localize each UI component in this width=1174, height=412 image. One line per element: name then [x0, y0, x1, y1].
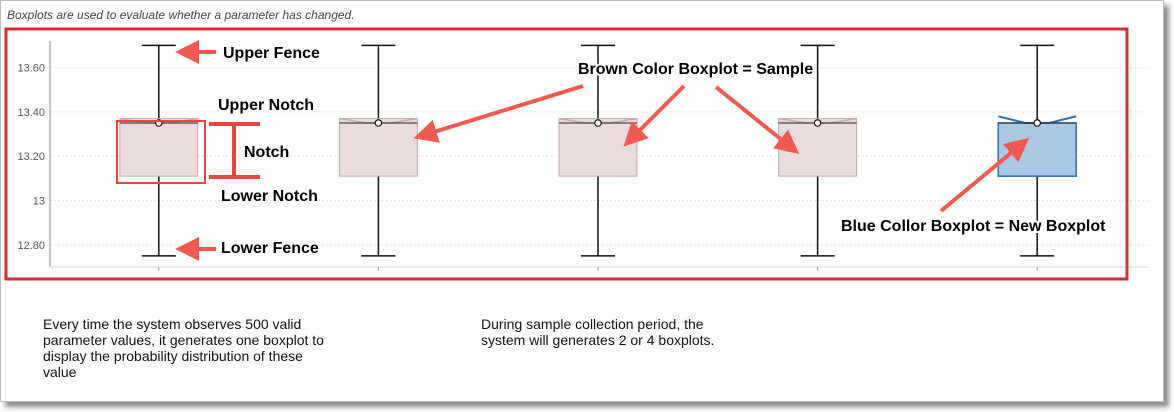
blue-boxplot-label: Blue Collor Boxplot = New Boxplot — [841, 218, 1106, 235]
highlight-frame — [4, 27, 1129, 281]
figure-frame: Boxplots are used to evaluate whether a … — [0, 0, 1164, 402]
box-body — [338, 118, 418, 177]
boxplot-4 — [778, 44, 858, 271]
box-body — [119, 118, 199, 177]
y-tick-label: 13.40 — [17, 107, 45, 119]
upper-fence-label: Upper Fence — [223, 45, 320, 62]
note-right: During sample collection period, the sys… — [481, 316, 715, 348]
median-marker — [594, 119, 602, 127]
boxplot-1 — [119, 44, 199, 271]
y-tick-label: 13.60 — [17, 63, 45, 75]
y-tick-label: 13.20 — [17, 151, 45, 163]
boxplot-5 — [997, 44, 1077, 271]
boxplot-3 — [558, 44, 638, 271]
notch-label: Notch — [244, 144, 289, 161]
figure-caption: Boxplots are used to evaluate whether a … — [7, 8, 355, 22]
y-tick-labels: 12.80 13 13.20 13.40 13.60 — [17, 63, 45, 252]
median-marker — [1033, 119, 1042, 127]
brown-arrow-1 — [413, 84, 584, 143]
boxplot-2 — [338, 44, 418, 271]
first-box-highlight — [116, 120, 206, 184]
brown-arrow-2 — [623, 84, 686, 147]
lower-fence-label: Lower Fence — [221, 240, 319, 257]
upper-notch-label: Upper Notch — [218, 97, 314, 114]
boxes — [119, 44, 1077, 271]
blue-arrow — [939, 137, 1030, 213]
box-body — [558, 118, 638, 177]
boxplot-chart: 12.80 13 13.20 13.40 13.60 Upper Fence Upper… — [4, 27, 1148, 281]
brown-boxplot-label: Brown Color Boxplot = Sample — [578, 61, 813, 78]
y-tick-label: 12.80 — [17, 240, 45, 252]
y-tick-label: 13 — [33, 196, 45, 208]
note-left: Every time the system observes 500 valid… — [43, 316, 324, 380]
median-marker — [813, 119, 822, 127]
box-body — [997, 122, 1077, 177]
median-marker — [374, 119, 383, 127]
lower-notch-label: Lower Notch — [221, 188, 318, 205]
notch-bracket — [209, 122, 260, 179]
brown-arrow-3 — [714, 85, 800, 155]
